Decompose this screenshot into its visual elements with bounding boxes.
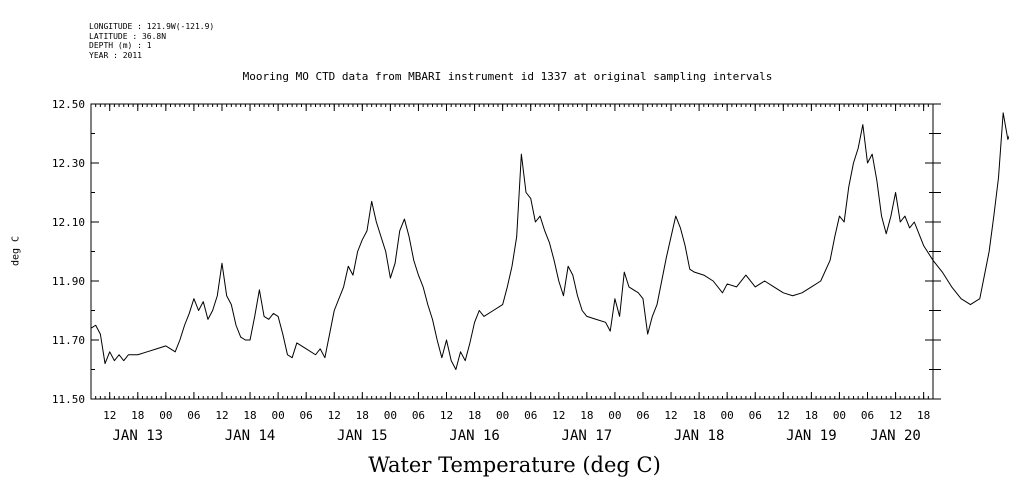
x-tick-label: 06 — [636, 409, 649, 422]
x-tick-label: 00 — [721, 409, 734, 422]
y-tick-label: 12.30 — [52, 157, 85, 170]
x-tick-label: 06 — [749, 409, 762, 422]
x-day-label: JAN 20 — [870, 428, 921, 444]
x-tick-label: 06 — [300, 409, 313, 422]
x-tick-label: 06 — [861, 409, 874, 422]
y-tick-label: 12.50 — [52, 98, 85, 111]
x-tick-label: 12 — [777, 409, 790, 422]
x-tick-label: 18 — [468, 409, 481, 422]
x-tick-label: 00 — [833, 409, 846, 422]
depth-label: DEPTH (m) : 1 — [89, 41, 152, 50]
series-line — [90, 112, 1009, 370]
x-tick-label: 18 — [243, 409, 256, 422]
x-tick-label: 00 — [384, 409, 397, 422]
x-tick-label: 06 — [524, 409, 537, 422]
chart-title: Mooring MO CTD data from MBARI instrumen… — [242, 70, 773, 83]
x-tick-label: 00 — [159, 409, 172, 422]
x-tick-label: 12 — [215, 409, 228, 422]
y-tick-label: 11.70 — [52, 334, 85, 347]
y-tick-label: 12.10 — [52, 216, 85, 229]
x-tick-label: 12 — [889, 409, 902, 422]
x-day-label: JAN 13 — [112, 428, 163, 444]
x-tick-label: 18 — [692, 409, 705, 422]
x-tick-label: 12 — [552, 409, 565, 422]
y-tick-label: 11.90 — [52, 275, 85, 288]
x-tick-label: 18 — [580, 409, 593, 422]
x-day-label: JAN 14 — [225, 428, 276, 444]
x-tick-label: 12 — [328, 409, 341, 422]
x-tick-label: 18 — [131, 409, 144, 422]
x-day-label: JAN 17 — [562, 428, 613, 444]
x-tick-label: 00 — [271, 409, 284, 422]
longitude-label: LONGITUDE : 121.9W(-121.9) — [89, 22, 215, 31]
x-tick-label: 12 — [440, 409, 453, 422]
x-tick-label: 00 — [496, 409, 509, 422]
year-label: YEAR : 2011 — [89, 50, 142, 60]
station-metadata: LONGITUDE : 121.9W(-121.9) LATITUDE : 36… — [89, 22, 214, 60]
x-tick-label: 12 — [664, 409, 677, 422]
x-day-label: JAN 19 — [786, 428, 837, 444]
plot-frame — [90, 103, 934, 400]
x-day-label: JAN 15 — [337, 428, 388, 444]
x-tick-label: 06 — [187, 409, 200, 422]
x-axis-label: Water Temperature (deg C) — [368, 453, 661, 477]
x-tick-label: 18 — [917, 409, 930, 422]
x-day-label: JAN 18 — [674, 428, 725, 444]
x-day-label: JAN 16 — [449, 428, 500, 444]
x-tick-label: 12 — [103, 409, 116, 422]
x-tick-label: 18 — [356, 409, 369, 422]
y-tick-label: 11.50 — [52, 393, 85, 406]
x-tick-label: 06 — [412, 409, 425, 422]
latitude-label: LATITUDE : 36.8N — [89, 31, 167, 41]
x-tick-label: 00 — [608, 409, 621, 422]
x-tick-label: 18 — [805, 409, 818, 422]
